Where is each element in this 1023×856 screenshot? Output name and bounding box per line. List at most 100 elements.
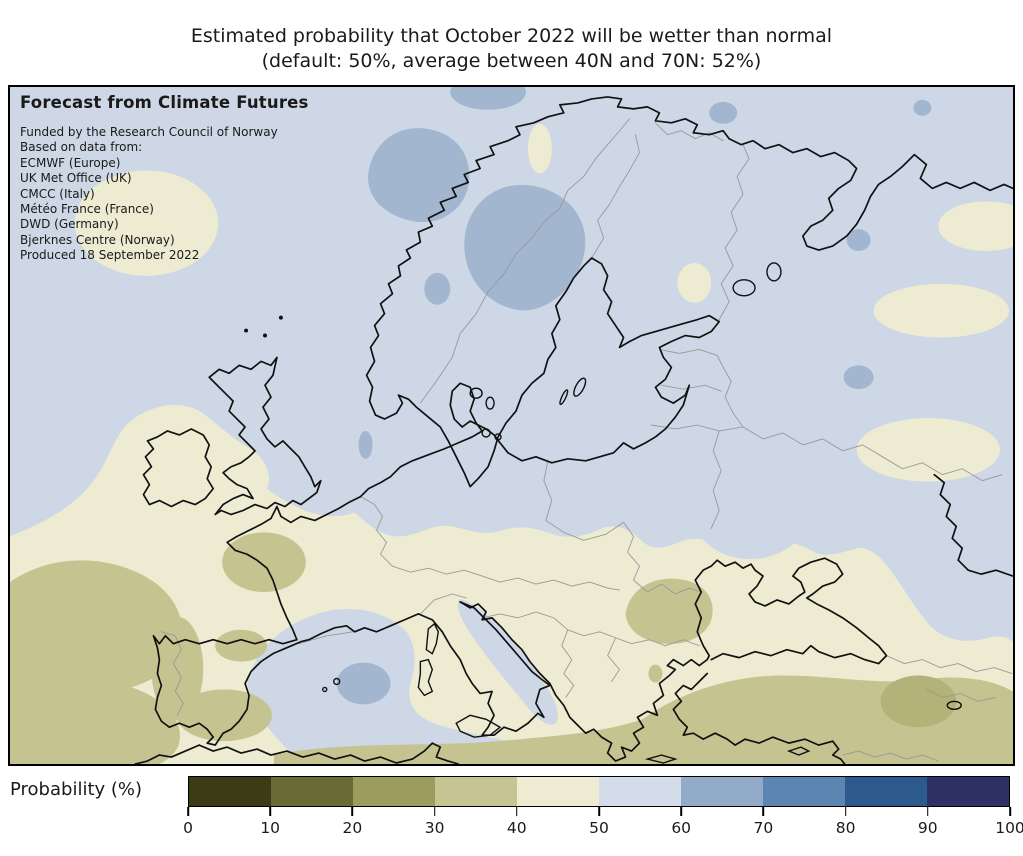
colorbar-segment-60-70: [681, 777, 763, 806]
colorbar-tick: [598, 807, 600, 816]
title-line-2: (default: 50%, average between 40N and 7…: [261, 50, 762, 72]
island-sicily: [455, 714, 502, 738]
map-blob-30-40-romania: [625, 578, 713, 644]
colorbar-tick-label: 80: [835, 819, 856, 837]
colorbar-tick-label: 10: [260, 819, 281, 837]
colorbar-ticks: [187, 807, 1011, 817]
colorbar-tick-label: 70: [753, 819, 774, 837]
island-shetland: [278, 315, 283, 320]
map-blob-60-70-ne-1: [709, 101, 738, 124]
map-patch-cream-lofoten: [527, 123, 552, 174]
island-oland: [559, 389, 569, 406]
colorbar-tick-label: 50: [589, 819, 609, 837]
annotation-line: UK Met Office (UK): [20, 171, 132, 186]
map-patch-blue-adriatic: [457, 598, 558, 725]
border-finland-russia: [718, 144, 750, 321]
island-gotland: [573, 377, 587, 397]
annotation-line: DWD (Germany): [20, 217, 119, 232]
border-baltics-2: [660, 384, 722, 392]
colorbar-segment-90-100: [927, 777, 1009, 806]
map-blob-30-40-portugal: [151, 616, 204, 721]
colorbar-tick: [187, 807, 189, 816]
map-patch-cream-northeast-2: [873, 283, 1010, 338]
island-crete: [644, 754, 678, 764]
colorbar-tick: [680, 807, 682, 816]
annotation-line: Funded by the Research Council of Norway: [20, 125, 278, 139]
map-blob-60-70-ne-4: [843, 365, 874, 390]
island-zealand: [481, 428, 491, 438]
annotation-heading: Forecast from Climate Futures: [20, 93, 309, 112]
colorbar-segment-40-50: [517, 777, 599, 806]
colorbar-tick-label: 40: [506, 819, 527, 837]
title-line-1: Estimated probability that October 2022 …: [190, 25, 833, 47]
colorbar-segment-50-60: [599, 777, 681, 806]
colorbar-tick-label: 60: [671, 819, 692, 837]
coastline-turkey-south-levant: [672, 672, 846, 764]
border-baltics-1: [658, 349, 744, 428]
colorbar-tick: [516, 807, 518, 816]
map-blob-60-70-south-norway: [424, 272, 451, 305]
annotation-line: CMCC (Italy): [20, 186, 95, 201]
colorbar-tick-labels: 0 10 20 30 40 50 60 70 80 90 100: [183, 819, 1023, 841]
colorbar-legend: Probability (%) 0: [0, 766, 1023, 856]
coastline-baltic-westeurope-italy: [152, 257, 721, 746]
border-norway-sweden: [419, 118, 630, 404]
map-patch-blue-ukraine: [689, 474, 806, 559]
island-orkney: [262, 333, 267, 338]
europe-probability-map: [10, 87, 1013, 764]
annotation-line: Produced 18 September 2022: [20, 248, 200, 263]
colorbar-tick: [433, 807, 436, 816]
island-faroe: [244, 328, 249, 333]
colorbar: [188, 776, 1010, 807]
colorbar-tick: [927, 807, 929, 816]
map-blob-30-40-morocco: [10, 681, 180, 764]
coastlines: [134, 96, 1013, 764]
border-pyrenees: [298, 631, 354, 645]
colorbar-segment-0-10: [189, 777, 271, 806]
colorbar-segment-10-20: [271, 777, 353, 806]
annotation-line: ECMWF (Europe): [20, 155, 121, 170]
lake-van: [946, 700, 962, 711]
colorbar-segment-30-40: [435, 777, 517, 806]
map-blob-30-40-brittany: [222, 532, 306, 593]
colorbar-tick: [1009, 807, 1011, 816]
colorbar-segment-70-80: [763, 777, 845, 806]
border-balkans-north: [481, 611, 700, 647]
border-poland-ukraine: [710, 430, 722, 529]
map-patch-cream-norwegian-sea: [74, 170, 219, 276]
colorbar-segment-80-90: [845, 777, 927, 806]
annotation-line: Based on data from:: [20, 140, 143, 155]
border-balkans-west: [561, 629, 575, 698]
colorbar-segment-20-30: [353, 777, 435, 806]
border-italy-north: [419, 593, 467, 615]
border-portugal-spain: [160, 631, 184, 716]
map-annotation: Forecast from Climate Futures Funded by …: [20, 93, 309, 264]
lake-onega: [766, 262, 782, 282]
map-patch-cream-se-finland: [677, 262, 712, 303]
colorbar-tick: [762, 807, 765, 816]
map-blob-20-30-east-turkey: [880, 675, 957, 728]
border-russia-ukraine: [742, 426, 1003, 482]
coastline-caspian: [933, 473, 1013, 577]
annotation-line: Bjerknes Centre (Norway): [20, 232, 175, 247]
border-caucasus-2: [925, 688, 997, 702]
island-cyprus: [786, 746, 811, 756]
lake-vattern: [485, 396, 495, 410]
border-bulgaria-greece: [607, 637, 621, 682]
border-germany-poland-czech: [543, 460, 702, 595]
map-patch-blue-west-mediterranean: [247, 609, 561, 764]
border-benelux-rhine-alps: [360, 496, 621, 591]
coastline-ireland: [142, 428, 215, 508]
map-blob-60-70-norwegian-sea: [368, 128, 470, 223]
annotation-line: Météo France (France): [20, 202, 154, 217]
map-blob-60-70-balearic: [336, 662, 391, 705]
colorbar-tick-label: 0: [183, 819, 193, 837]
map-patch-cream-northeast-1: [938, 201, 1013, 252]
lake-ladoga: [732, 279, 756, 297]
border-turkey-syria: [842, 750, 939, 762]
map-blob-60-70-ne-2: [913, 99, 932, 116]
colorbar-tick: [844, 807, 847, 816]
map-blob-30-40-central-spain: [215, 629, 267, 662]
colorbar-tick: [269, 807, 271, 816]
